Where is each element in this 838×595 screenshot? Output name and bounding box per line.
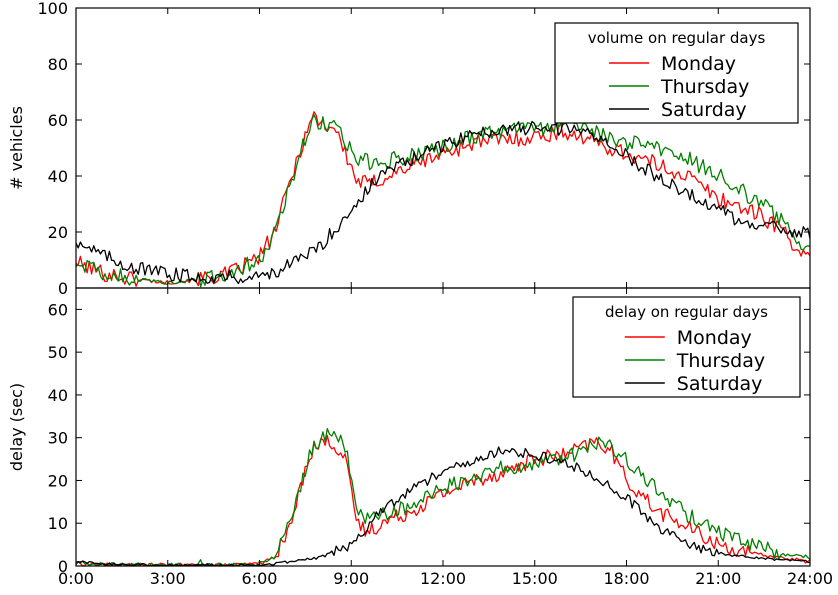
legend-label-saturday: Saturday	[661, 99, 747, 121]
legend-box	[554, 22, 799, 124]
legend-box	[572, 296, 801, 398]
series-group	[75, 427, 811, 567]
y-tick-label: 20	[48, 223, 68, 242]
y-tick-label: 0	[58, 279, 68, 298]
x-tick-label: 21:00	[695, 569, 741, 588]
legend-label-monday: Monday	[661, 53, 736, 75]
y-tick-label: 60	[48, 300, 68, 319]
y-tick-label: 100	[37, 0, 68, 18]
series-line-thursday	[75, 427, 811, 567]
y-tick-label: 30	[48, 429, 68, 448]
series-line-saturday	[75, 446, 811, 567]
y-tick-label: 40	[48, 386, 68, 405]
legend-label-monday: Monday	[677, 327, 752, 349]
y-axis-label: # vehicles	[7, 106, 26, 190]
legend-label-thursday: Thursday	[676, 350, 765, 372]
y-tick-label: 80	[48, 55, 68, 74]
x-tick-label: 15:00	[512, 569, 558, 588]
legend: delay on regular days MondayThursdaySatur…	[572, 296, 801, 398]
series-line-monday	[75, 434, 811, 567]
y-tick-label: 60	[48, 111, 68, 130]
volume-panel: 0 20 40 60 80 100 # vehicles volume on regular …	[7, 0, 811, 298]
legend-label-thursday: Thursday	[660, 76, 749, 98]
series-line-monday	[75, 111, 811, 287]
legend-title: delay on regular days	[605, 303, 768, 321]
x-tick-label: 9:00	[333, 569, 369, 588]
y-tick-label: 20	[48, 471, 68, 490]
x-tick-label: 0:00	[58, 569, 94, 588]
x-tick-label: 18:00	[603, 569, 649, 588]
x-tick-label: 24:00	[787, 569, 833, 588]
y-tick-label: 40	[48, 167, 68, 186]
series-line-saturday	[75, 120, 811, 285]
series-group	[75, 111, 811, 288]
legend-label-saturday: Saturday	[677, 373, 763, 395]
legend-title: volume on regular days	[588, 29, 766, 47]
series-line-thursday	[75, 114, 811, 288]
legend: volume on regular days MondayThursdaySatu…	[554, 22, 799, 124]
x-tick-label: 12:00	[420, 569, 466, 588]
y-tick-label: 50	[48, 343, 68, 362]
y-axis-label: delay (sec)	[7, 383, 26, 471]
delay-panel: 0 10 20 30 40 50 60 0:00 3:00 6:00 9:00 12:00 15:00 1…	[7, 287, 833, 588]
y-tick-label: 0	[58, 557, 68, 576]
x-tick-label: 6:00	[242, 569, 278, 588]
x-tick-label: 3:00	[150, 569, 186, 588]
y-tick-label: 10	[48, 514, 68, 533]
